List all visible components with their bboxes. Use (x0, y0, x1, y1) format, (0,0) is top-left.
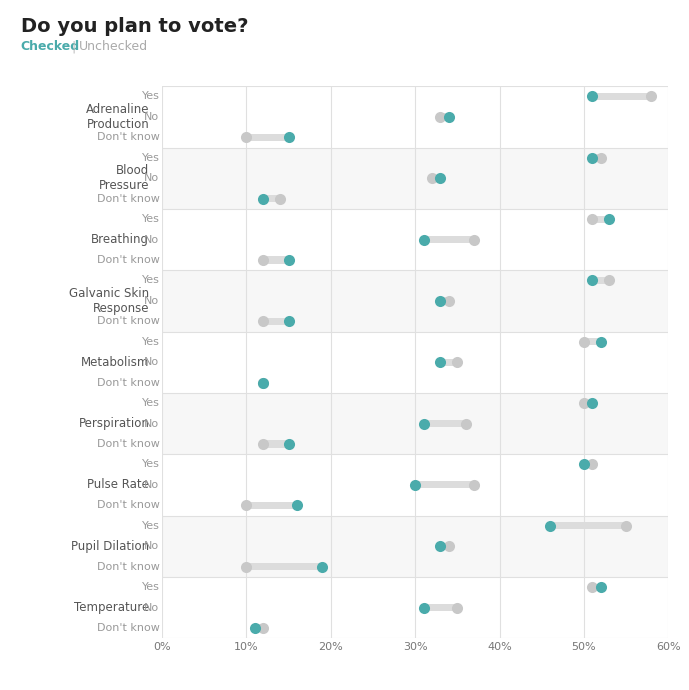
Text: Do you plan to vote?: Do you plan to vote? (21, 17, 248, 37)
Text: No: No (144, 112, 159, 122)
Bar (162, 393, 668, 454)
Text: Pupil Dilation: Pupil Dilation (71, 540, 150, 553)
Text: Yes: Yes (141, 398, 159, 408)
Bar (247, 563, 322, 570)
Text: No: No (144, 173, 159, 184)
Bar (263, 440, 289, 448)
Text: Unchecked: Unchecked (79, 40, 148, 53)
Bar (247, 502, 297, 509)
Bar (440, 359, 457, 366)
Text: Adrenaline
Production: Adrenaline Production (85, 103, 150, 131)
Bar (162, 515, 668, 577)
Text: No: No (144, 541, 159, 551)
Text: Checked: Checked (21, 40, 80, 53)
Text: Metabolism: Metabolism (81, 356, 150, 368)
Text: Yes: Yes (141, 275, 159, 286)
Bar (424, 420, 466, 427)
Bar (247, 134, 289, 141)
Bar (584, 461, 593, 468)
Bar (263, 257, 289, 264)
Text: Perspiration: Perspiration (79, 417, 150, 430)
Text: Yes: Yes (141, 92, 159, 101)
Text: Yes: Yes (141, 214, 159, 224)
Text: Blood
Pressure: Blood Pressure (99, 164, 150, 193)
Bar (162, 332, 668, 393)
Text: Don't know: Don't know (96, 500, 159, 511)
Bar (593, 215, 609, 223)
Bar (424, 604, 457, 611)
Bar (162, 454, 668, 515)
Text: No: No (144, 296, 159, 306)
Bar (424, 236, 474, 243)
Text: Don't know: Don't know (96, 562, 159, 572)
Bar (255, 624, 263, 631)
Text: Don't know: Don't know (96, 316, 159, 326)
Bar (432, 175, 440, 182)
Text: No: No (144, 357, 159, 367)
Text: Pulse Rate: Pulse Rate (88, 478, 150, 491)
Text: Don't know: Don't know (96, 377, 159, 388)
Text: Yes: Yes (141, 460, 159, 469)
Text: Yes: Yes (141, 521, 159, 531)
Text: Yes: Yes (141, 582, 159, 592)
Bar (263, 318, 289, 325)
Bar (162, 209, 668, 270)
Text: No: No (144, 602, 159, 613)
Text: Temperature: Temperature (74, 601, 150, 614)
Bar (593, 277, 609, 284)
Text: Don't know: Don't know (96, 194, 159, 204)
Text: Don't know: Don't know (96, 439, 159, 449)
Text: No: No (144, 419, 159, 428)
Text: Yes: Yes (141, 152, 159, 163)
Bar (162, 86, 668, 148)
Bar (440, 542, 449, 550)
Bar (593, 584, 601, 591)
Text: No: No (144, 235, 159, 244)
Text: Don't know: Don't know (96, 132, 159, 142)
Bar (415, 482, 474, 489)
Bar (162, 577, 668, 638)
Bar (440, 297, 449, 304)
Bar (593, 155, 601, 161)
Text: Breathing: Breathing (91, 233, 150, 246)
Bar (162, 148, 668, 209)
Bar (440, 113, 449, 121)
Bar (593, 93, 651, 100)
Bar (584, 338, 601, 346)
Text: |: | (71, 40, 75, 53)
Text: Don't know: Don't know (96, 623, 159, 633)
Text: Yes: Yes (141, 337, 159, 347)
Bar (263, 195, 280, 202)
Bar (550, 522, 626, 529)
Text: Don't know: Don't know (96, 255, 159, 265)
Bar (584, 400, 593, 406)
Bar (162, 270, 668, 332)
Text: Galvanic Skin
Response: Galvanic Skin Response (69, 287, 150, 315)
Text: No: No (144, 480, 159, 490)
